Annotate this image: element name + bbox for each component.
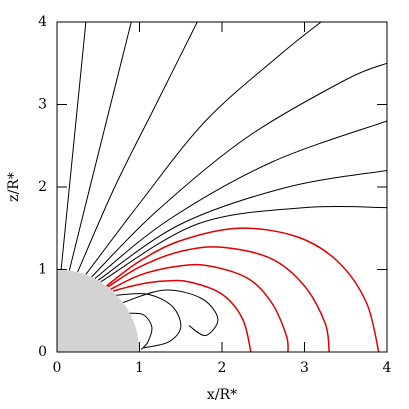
star	[57, 269, 140, 352]
y-tick-label: 2	[38, 179, 47, 195]
field-line	[60, 22, 87, 270]
y-tick-label: 3	[38, 97, 47, 113]
field-line	[129, 312, 153, 350]
y-axis-label: z/R*	[6, 172, 22, 202]
field-line	[85, 22, 322, 275]
x-tick-label: 3	[300, 360, 309, 376]
y-tick-label: 0	[38, 344, 47, 360]
field-line	[100, 205, 387, 283]
x-tick-label: 0	[53, 360, 62, 376]
x-tick-label: 4	[383, 360, 392, 376]
field-line	[97, 170, 387, 281]
x-tick-label: 2	[218, 360, 227, 376]
field-line	[110, 263, 289, 352]
field-line	[91, 62, 387, 278]
field-line	[116, 293, 182, 349]
field-line	[112, 279, 252, 352]
field-line	[122, 289, 219, 337]
field-line	[68, 22, 132, 271]
x-axis-label: x/R*	[207, 387, 237, 403]
field-line	[94, 120, 387, 279]
field-line	[107, 246, 330, 352]
y-tick-label: 1	[38, 262, 47, 278]
field-line	[77, 22, 198, 273]
field-line	[106, 227, 380, 352]
y-tick-label: 4	[38, 14, 47, 30]
x-tick-label: 1	[135, 360, 144, 376]
